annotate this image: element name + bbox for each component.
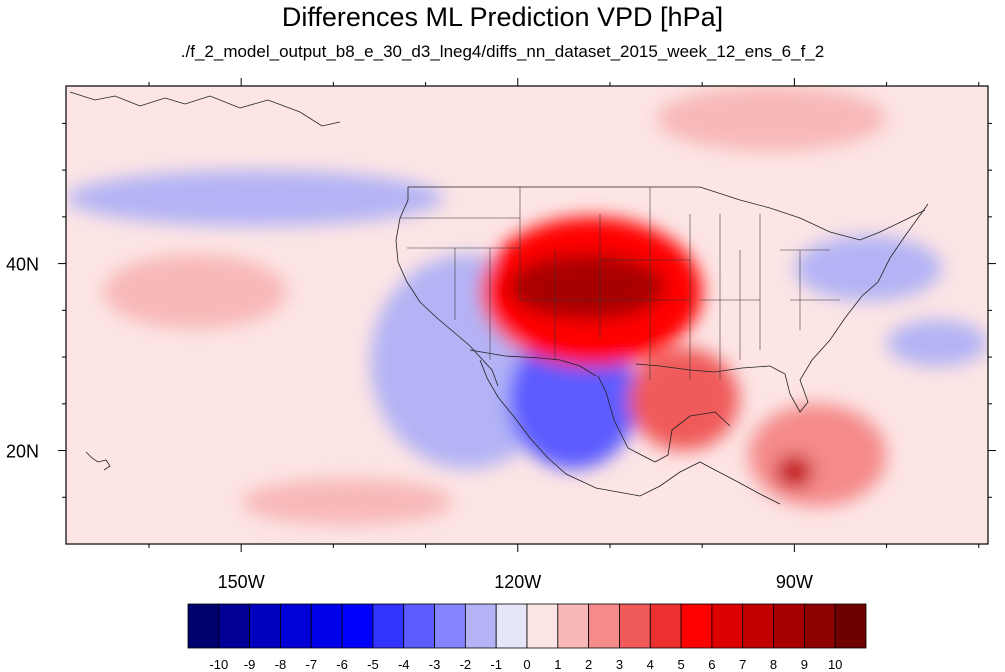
state-line-grid: [400, 187, 840, 380]
colorbar-swatch: [341, 603, 374, 649]
colorbar-label: 10: [828, 657, 842, 672]
colorbar-swatch: [619, 603, 651, 649]
colorbar-label: 9: [801, 657, 808, 672]
alaska-coast-line: [69, 91, 341, 127]
colorbar-label: -7: [305, 657, 317, 672]
field-region-13: [656, 86, 887, 152]
colorbar-swatch: [680, 603, 713, 649]
field-region-12: [886, 319, 988, 367]
colorbar-swatch: [834, 603, 867, 649]
colorbar-label: -10: [209, 657, 228, 672]
chart-subtitle: ./f_2_model_output_b8_e_30_d3_lneg4/diff…: [180, 42, 825, 61]
colorbar-swatch: [526, 603, 559, 649]
colorbar-label: 0: [523, 657, 530, 672]
y-tick-label: 40N: [6, 255, 39, 275]
field-region-1: [66, 170, 445, 227]
colorbar-label: -3: [429, 657, 441, 672]
colorbar-label: 5: [677, 657, 684, 672]
field-region-11: [794, 235, 942, 301]
colorbar-swatch: [588, 603, 620, 649]
colorbar-swatch: [403, 603, 435, 649]
colorbar-swatch: [249, 603, 281, 649]
colorbar-swatch: [280, 603, 312, 649]
colorbar-swatch: [649, 603, 682, 649]
state-boundaries: [400, 187, 840, 380]
colorbar-label: -2: [460, 657, 472, 672]
colorbar-label: 7: [739, 657, 746, 672]
field-region-9: [748, 403, 887, 507]
x-tick-label: 90W: [776, 572, 813, 592]
field-region-5: [241, 478, 454, 526]
colorbar-swatch: [372, 603, 405, 649]
gulf-coast-line: [597, 375, 731, 463]
field-region-8: [628, 347, 740, 451]
colorbar-swatch: [464, 603, 497, 649]
us-mexico-border-line: [469, 349, 597, 377]
colorbar-swatch: [310, 603, 343, 649]
colorbar-label: -1: [490, 657, 502, 672]
colorbar-label: 3: [616, 657, 623, 672]
colorbar-label: 4: [647, 657, 654, 672]
x-tick-label: 150W: [218, 572, 265, 592]
colorbar-swatch: [773, 603, 805, 649]
plot-area: [66, 86, 988, 544]
colorbar-label: 2: [585, 657, 592, 672]
colorbar-swatch: [557, 603, 590, 649]
field-region-4: [102, 254, 288, 330]
colorbar-label: 8: [770, 657, 777, 672]
colorbar-label: 1: [554, 657, 561, 672]
chart-title: Differences ML Prediction VPD [hPa]: [281, 2, 724, 32]
colorbar: -10 -9 -8 -7 -6 -5 -4 -3 -2 -1 0 1 2 3 4 5 6 7 8 9 10: [187, 603, 867, 672]
colorbar-swatch: [742, 603, 774, 649]
axis-ticks: [58, 78, 996, 552]
colorbar-label: 6: [708, 657, 715, 672]
field-region-10: [775, 455, 813, 488]
colorbar-label: -8: [275, 657, 287, 672]
field-layer: [66, 86, 988, 526]
colorbar-label: -5: [367, 657, 379, 672]
axis-tick-labels: 150W 120W 90W 40N 20N: [6, 255, 813, 592]
colorbar-label: -4: [398, 657, 410, 672]
colorbar-swatch: [495, 603, 528, 649]
colorbar-label: -6: [336, 657, 348, 672]
colorbar-swatch: [218, 603, 251, 649]
colorbar-label: -9: [244, 657, 256, 672]
colorbar-swatch: [711, 603, 744, 649]
field-region-7: [508, 254, 666, 320]
colorbar-swatch: [187, 603, 220, 649]
us-canada-border-line: [408, 186, 926, 241]
x-tick-label: 120W: [494, 572, 541, 592]
colorbar-swatch: [434, 603, 466, 649]
plot-frame: [65, 85, 989, 545]
colorbar-swatch: [803, 603, 836, 649]
mexico-pacific-coast-line: [479, 359, 781, 505]
us-east-coast-line: [635, 203, 929, 413]
y-tick-label: 20N: [6, 442, 39, 462]
hawaii-outline: [85, 451, 111, 471]
